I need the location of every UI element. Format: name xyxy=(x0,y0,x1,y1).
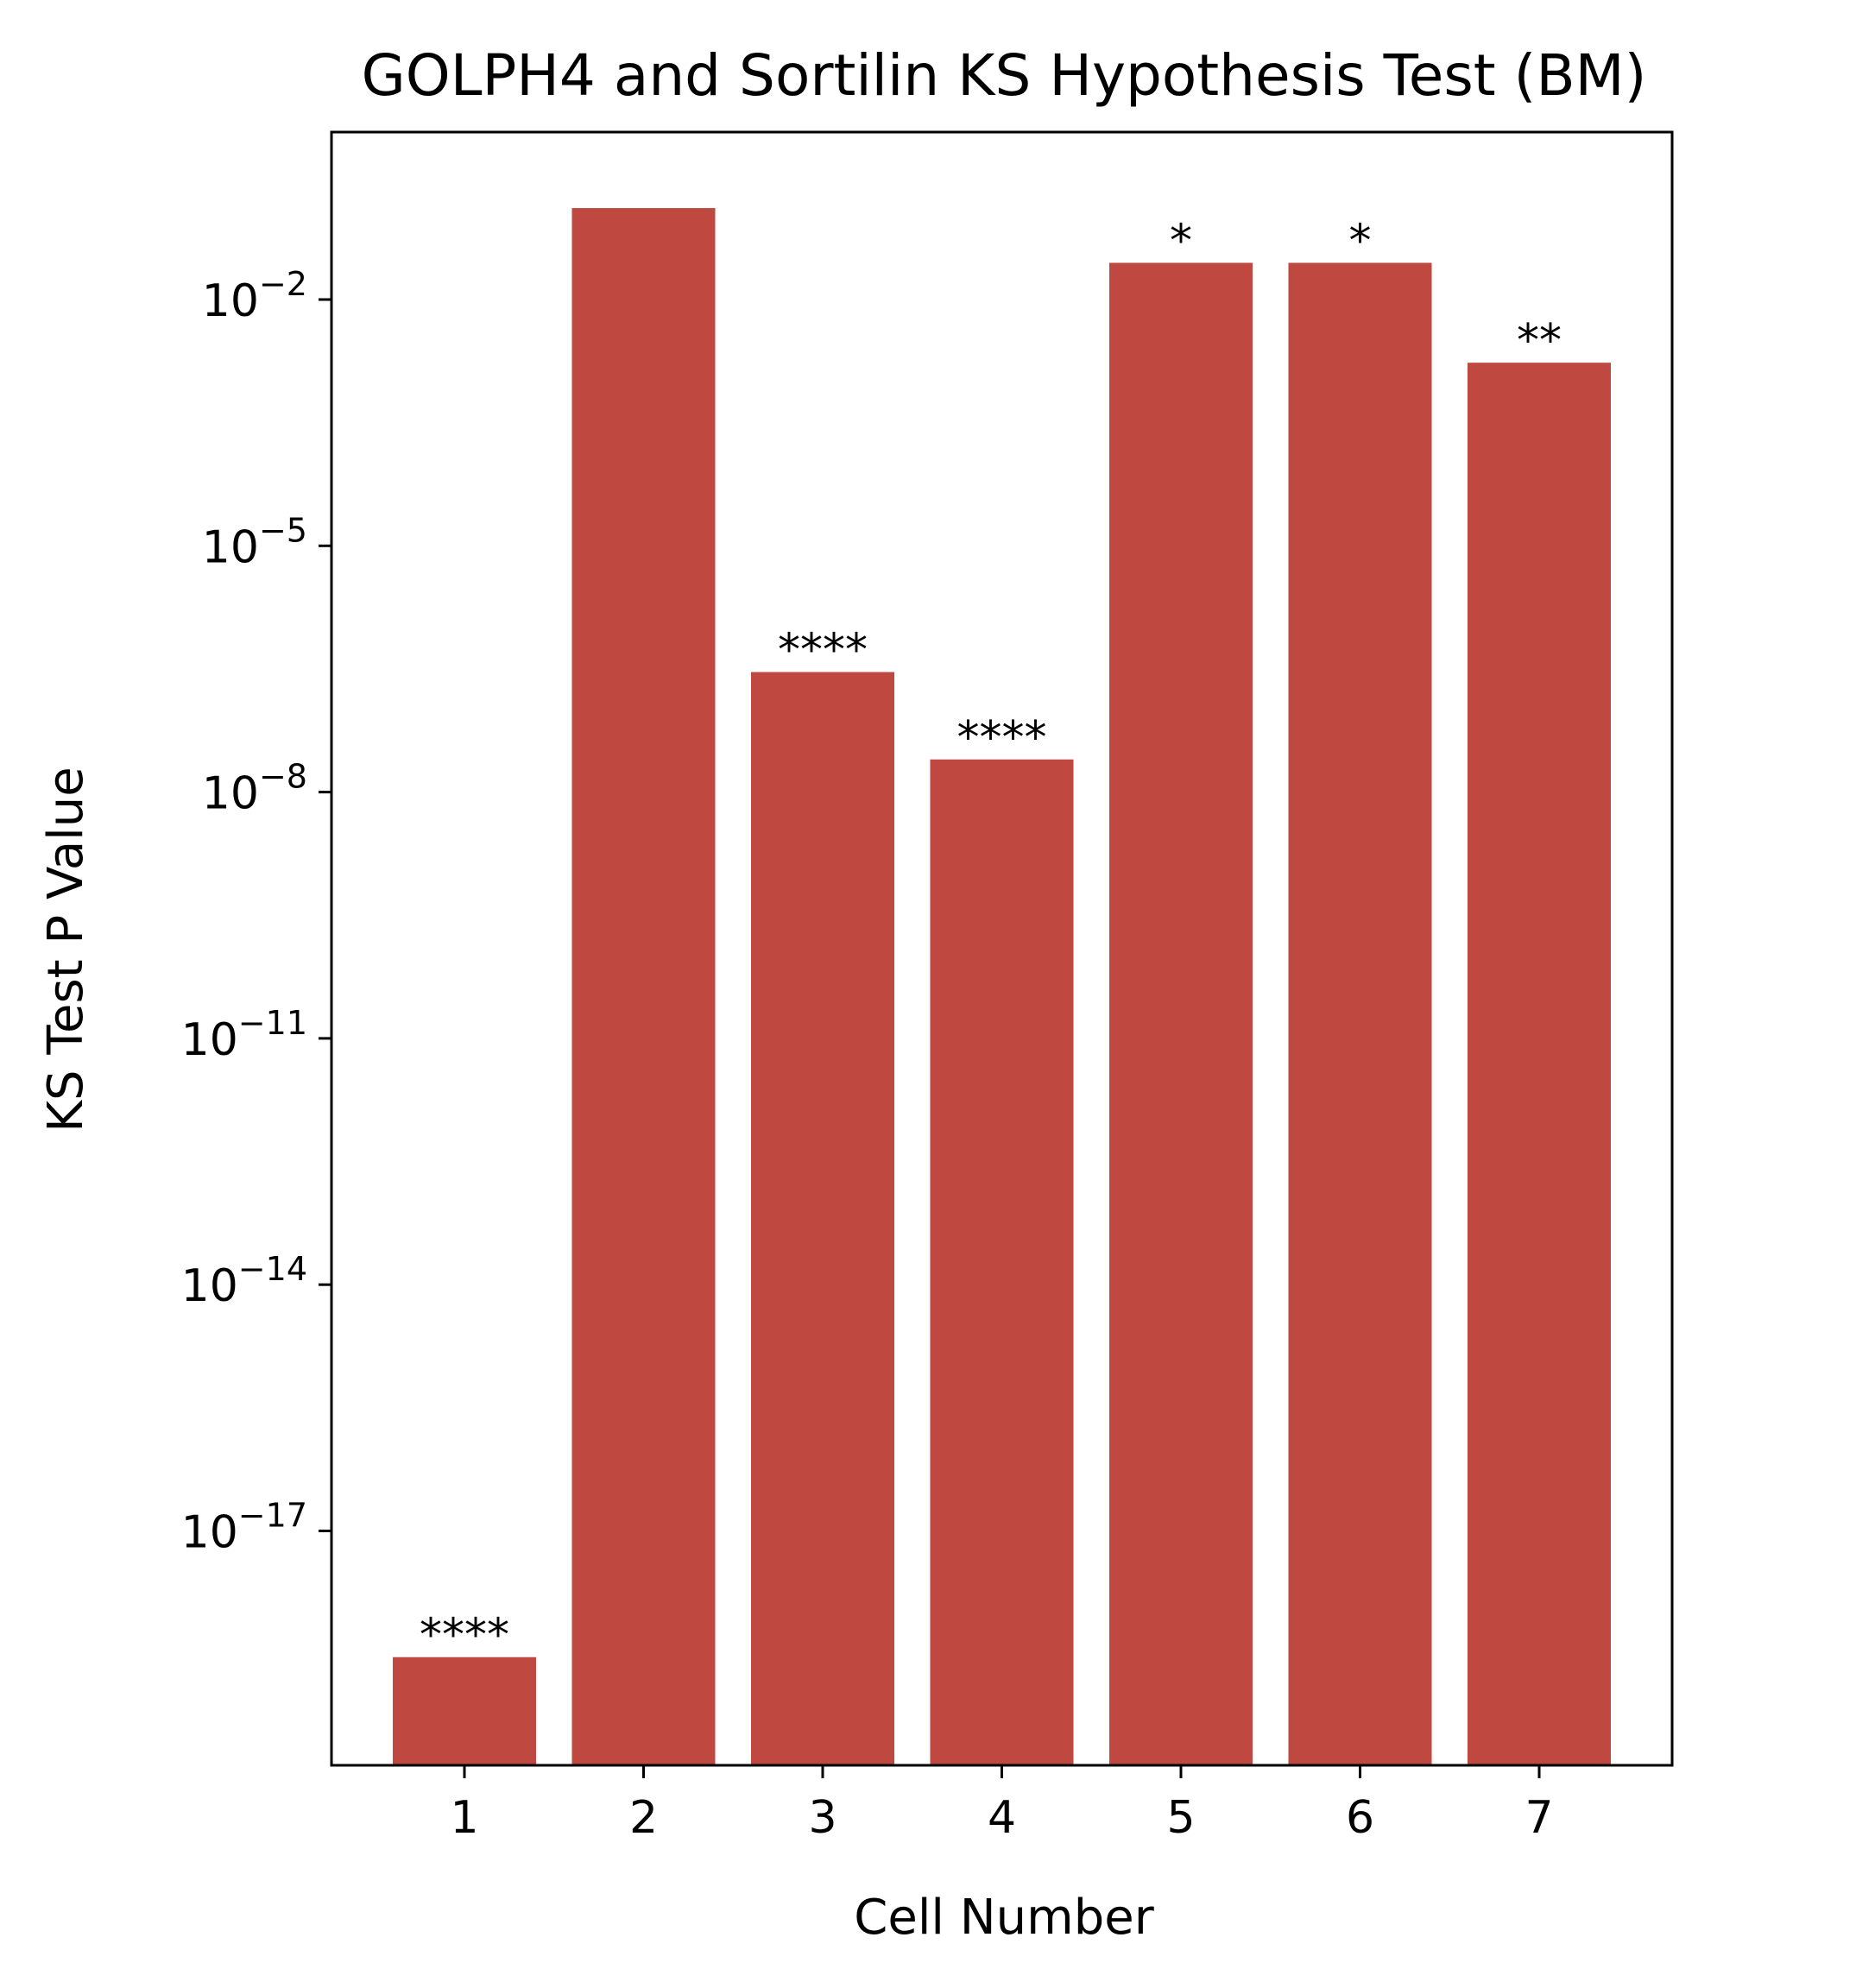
x-tick-label-2: 2 xyxy=(629,1792,658,1844)
y-tick-label: 10−17 xyxy=(181,1497,307,1559)
x-tick-label-4: 4 xyxy=(988,1792,1016,1844)
x-axis-label: Cell Number xyxy=(854,1890,1154,1946)
plot-frame xyxy=(330,130,1674,1767)
y-axis-label: KS Test P Value xyxy=(38,767,94,1133)
bar-5 xyxy=(1109,262,1253,1765)
x-tick-label-7: 7 xyxy=(1525,1792,1553,1844)
y-tick-label: 10−2 xyxy=(202,265,307,327)
y-tick-label: 10−14 xyxy=(181,1250,307,1312)
x-axis-ticks: 1 2 3 4 5 6 7 xyxy=(450,1765,1554,1844)
bar-7 xyxy=(1468,363,1611,1765)
x-tick-label-5: 5 xyxy=(1166,1792,1195,1844)
significance-label-7: ** xyxy=(1517,315,1562,367)
y-tick-label: 10−5 xyxy=(202,511,307,573)
bar-1 xyxy=(393,1657,536,1765)
significance-label-1: **** xyxy=(420,1610,509,1662)
y-tick-label: 10−8 xyxy=(202,758,307,820)
x-tick-label-1: 1 xyxy=(450,1792,478,1844)
bar-3 xyxy=(751,672,894,1766)
x-tick-label-6: 6 xyxy=(1346,1792,1374,1844)
bars-group xyxy=(393,208,1611,1766)
bar-6 xyxy=(1288,262,1432,1765)
bar-2 xyxy=(571,208,716,1766)
significance-label-5: * xyxy=(1170,215,1192,267)
y-axis-ticks: 10−2 10−5 10−8 10−11 10−14 10−17 xyxy=(181,265,331,1559)
annotations-group: ************* *** xyxy=(420,215,1562,1661)
y-tick-label: 10−11 xyxy=(181,1004,307,1066)
bar-4 xyxy=(930,759,1074,1766)
significance-label-6: * xyxy=(1349,215,1372,267)
x-tick-label-3: 3 xyxy=(808,1792,836,1844)
chart-title: GOLPH4 and Sortilin KS Hypothesis Test (… xyxy=(362,42,1647,109)
significance-label-3: **** xyxy=(778,625,868,677)
significance-label-4: **** xyxy=(957,712,1047,764)
